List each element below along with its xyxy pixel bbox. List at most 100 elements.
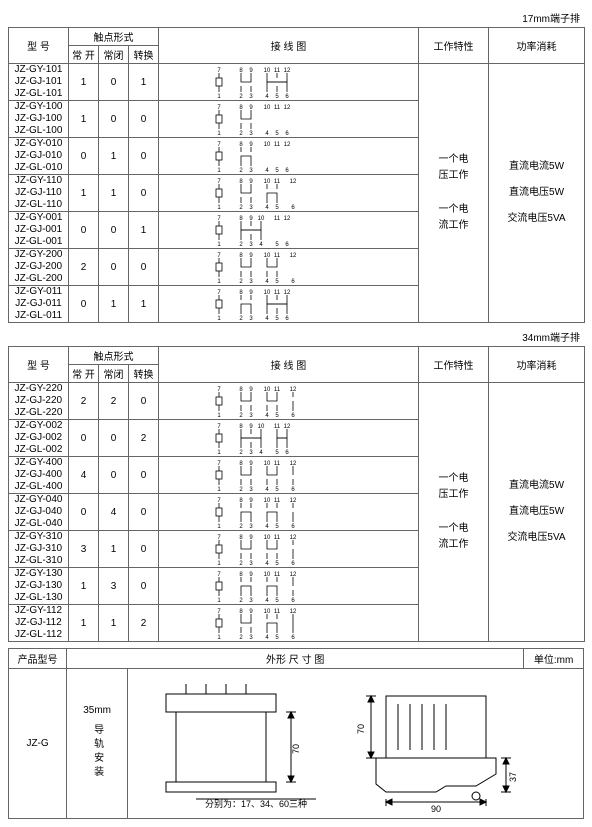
no-cell: 0 bbox=[69, 494, 99, 531]
co-cell: 0 bbox=[129, 175, 159, 212]
no-cell: 1 bbox=[69, 64, 99, 101]
wiring-diagram: 718923101145126 bbox=[199, 531, 379, 567]
svg-text:6: 6 bbox=[285, 242, 289, 248]
svg-text:5: 5 bbox=[275, 487, 279, 493]
model-cell: JZ-GY-112JZ-GJ-112JZ-GL-112 bbox=[9, 605, 69, 642]
co-cell: 0 bbox=[129, 383, 159, 420]
svg-text:5: 5 bbox=[275, 635, 279, 641]
svg-text:6: 6 bbox=[285, 168, 289, 174]
dh-outline: 外形 尺 寸 图 bbox=[67, 649, 524, 669]
h-no: 常 开 bbox=[69, 365, 99, 383]
no-cell: 0 bbox=[69, 420, 99, 457]
svg-text:5: 5 bbox=[275, 413, 279, 419]
svg-text:5: 5 bbox=[275, 524, 279, 530]
svg-text:6: 6 bbox=[291, 413, 295, 419]
power-cell: 直流电流5W 直流电压5W 交流电压5VA bbox=[489, 383, 585, 642]
work-cell: 一个电压工作 一个电流工作 bbox=[419, 383, 489, 642]
h-work: 工作特性 bbox=[419, 28, 489, 64]
dim-drawings: 70 分别为：17、34、60三种 70 37 90 bbox=[128, 669, 584, 819]
no-cell: 1 bbox=[69, 175, 99, 212]
wiring-cell: 718923101145126 bbox=[159, 494, 419, 531]
table-row: JZ-GY-220JZ-GJ-220JZ-GL-2202207189231011… bbox=[9, 383, 585, 420]
wiring-diagram: 718923101145126 bbox=[199, 457, 379, 493]
nc-cell: 0 bbox=[99, 212, 129, 249]
svg-text:3: 3 bbox=[249, 94, 253, 100]
svg-text:6: 6 bbox=[291, 487, 295, 493]
model-cell: JZ-GY-310JZ-GJ-310JZ-GL-310 bbox=[9, 531, 69, 568]
h-model: 型 号 bbox=[9, 347, 69, 383]
co-cell: 0 bbox=[129, 101, 159, 138]
wiring-diagram: 718923101112456 bbox=[199, 286, 379, 322]
svg-text:3: 3 bbox=[249, 205, 253, 211]
svg-text:4: 4 bbox=[265, 561, 269, 567]
svg-text:3: 3 bbox=[249, 131, 253, 137]
table-row: JZ-GY-101JZ-GJ-101JZ-GL-1011017189231011… bbox=[9, 64, 585, 101]
svg-text:6: 6 bbox=[291, 598, 295, 604]
wiring-diagram: 718923101112456 bbox=[199, 101, 379, 137]
nc-cell: 1 bbox=[99, 138, 129, 175]
svg-text:2: 2 bbox=[239, 316, 243, 322]
svg-text:1: 1 bbox=[217, 94, 221, 100]
svg-text:1: 1 bbox=[217, 168, 221, 174]
svg-text:4: 4 bbox=[259, 450, 263, 456]
wiring-diagram: 718923101145126 bbox=[199, 249, 379, 285]
wiring-diagram: 718923101145126 bbox=[199, 175, 379, 211]
model-cell: JZ-GY-001JZ-GJ-001JZ-GL-001 bbox=[9, 212, 69, 249]
svg-text:4: 4 bbox=[259, 242, 263, 248]
svg-text:6: 6 bbox=[291, 561, 295, 567]
svg-text:3: 3 bbox=[249, 279, 253, 285]
model-cell: JZ-GY-002JZ-GJ-002JZ-GL-002 bbox=[9, 420, 69, 457]
svg-text:6: 6 bbox=[291, 279, 295, 285]
model-cell: JZ-GY-200JZ-GJ-200JZ-GL-200 bbox=[9, 249, 69, 286]
svg-text:5: 5 bbox=[275, 205, 279, 211]
svg-text:4: 4 bbox=[265, 168, 269, 174]
svg-text:3: 3 bbox=[249, 450, 253, 456]
no-cell: 3 bbox=[69, 531, 99, 568]
co-cell: 0 bbox=[129, 249, 159, 286]
svg-text:5: 5 bbox=[275, 242, 279, 248]
svg-text:6: 6 bbox=[285, 316, 289, 322]
svg-text:5: 5 bbox=[275, 94, 279, 100]
svg-text:4: 4 bbox=[265, 205, 269, 211]
svg-text:1: 1 bbox=[217, 279, 221, 285]
svg-text:3: 3 bbox=[249, 635, 253, 641]
dim-70b: 70 bbox=[356, 723, 366, 733]
nc-cell: 0 bbox=[99, 64, 129, 101]
nc-cell: 1 bbox=[99, 286, 129, 323]
svg-text:6: 6 bbox=[285, 450, 289, 456]
svg-text:5: 5 bbox=[275, 131, 279, 137]
wiring-diagram: 718923101145126 bbox=[199, 383, 379, 419]
dimension-table: 产品型号 外形 尺 寸 图 单位:mm JZ-G 35mm 导轨安装 bbox=[8, 648, 584, 819]
svg-text:11: 11 bbox=[273, 216, 280, 222]
h-power: 功率消耗 bbox=[489, 347, 585, 383]
svg-text:2: 2 bbox=[239, 561, 243, 567]
wiring-diagram: 718923101112456 bbox=[199, 64, 379, 100]
model-cell: JZ-GY-110JZ-GJ-110JZ-GL-110 bbox=[9, 175, 69, 212]
svg-text:6: 6 bbox=[291, 635, 295, 641]
svg-text:5: 5 bbox=[275, 168, 279, 174]
svg-text:10: 10 bbox=[263, 142, 270, 148]
svg-text:11: 11 bbox=[273, 105, 280, 111]
svg-text:4: 4 bbox=[265, 635, 269, 641]
h-co: 转换 bbox=[129, 365, 159, 383]
no-cell: 4 bbox=[69, 457, 99, 494]
wiring-diagram: 718910234111256 bbox=[199, 212, 379, 248]
svg-text:3: 3 bbox=[249, 487, 253, 493]
no-cell: 2 bbox=[69, 383, 99, 420]
wiring-cell: 718910234111256 bbox=[159, 212, 419, 249]
svg-text:2: 2 bbox=[239, 524, 243, 530]
h-wiring: 接 线 图 bbox=[159, 28, 419, 64]
nc-cell: 0 bbox=[99, 420, 129, 457]
rail-35mm-label: 35mm bbox=[67, 705, 127, 716]
svg-text:1: 1 bbox=[217, 450, 221, 456]
svg-text:1: 1 bbox=[217, 413, 221, 419]
wiring-cell: 718923101145126 bbox=[159, 249, 419, 286]
outline-drawing: 70 分别为：17、34、60三种 70 37 90 bbox=[136, 674, 576, 814]
svg-text:3: 3 bbox=[249, 561, 253, 567]
svg-text:1: 1 bbox=[217, 561, 221, 567]
no-cell: 0 bbox=[69, 138, 99, 175]
svg-text:4: 4 bbox=[265, 279, 269, 285]
wiring-diagram: 718923101145126 bbox=[199, 568, 379, 604]
co-cell: 0 bbox=[129, 568, 159, 605]
co-cell: 0 bbox=[129, 138, 159, 175]
